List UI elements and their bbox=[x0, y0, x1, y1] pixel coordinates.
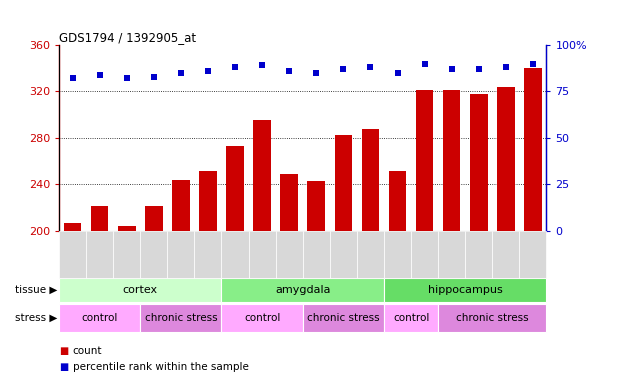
Text: cortex: cortex bbox=[123, 285, 158, 295]
Bar bbox=[384, 304, 438, 332]
Point bbox=[338, 66, 348, 72]
Text: count: count bbox=[73, 346, 102, 355]
Text: chronic stress: chronic stress bbox=[145, 313, 217, 323]
Bar bbox=[438, 304, 546, 332]
Bar bbox=[330, 231, 357, 278]
Bar bbox=[470, 94, 487, 231]
Bar bbox=[411, 231, 438, 278]
Point bbox=[230, 64, 240, 70]
Bar bbox=[276, 231, 302, 278]
Point bbox=[284, 68, 294, 74]
Point bbox=[203, 68, 213, 74]
Bar bbox=[91, 206, 109, 231]
Bar bbox=[281, 174, 298, 231]
Text: ■: ■ bbox=[59, 362, 68, 372]
Bar bbox=[167, 231, 194, 278]
Bar bbox=[59, 231, 86, 278]
Bar bbox=[361, 129, 379, 231]
Bar bbox=[222, 278, 384, 302]
Bar bbox=[416, 90, 433, 231]
Bar bbox=[443, 90, 461, 231]
Bar bbox=[172, 180, 189, 231]
Bar bbox=[357, 231, 384, 278]
Point bbox=[176, 70, 186, 76]
Bar bbox=[86, 231, 113, 278]
Text: control: control bbox=[81, 313, 118, 323]
Bar bbox=[524, 68, 542, 231]
Bar bbox=[497, 87, 515, 231]
Bar bbox=[64, 222, 81, 231]
Bar bbox=[222, 304, 302, 332]
Point bbox=[68, 75, 78, 81]
Bar bbox=[113, 231, 140, 278]
Text: amygdala: amygdala bbox=[275, 285, 330, 295]
Point bbox=[474, 66, 484, 72]
Bar bbox=[248, 231, 276, 278]
Point bbox=[392, 70, 402, 76]
Point bbox=[311, 70, 321, 76]
Bar bbox=[389, 171, 406, 231]
Bar bbox=[307, 181, 325, 231]
Text: GDS1794 / 1392905_at: GDS1794 / 1392905_at bbox=[59, 31, 196, 44]
Point bbox=[501, 64, 511, 70]
Text: control: control bbox=[393, 313, 429, 323]
Bar bbox=[222, 231, 248, 278]
Point bbox=[528, 60, 538, 67]
Bar bbox=[465, 231, 492, 278]
Bar bbox=[140, 304, 222, 332]
Bar bbox=[59, 278, 222, 302]
Text: percentile rank within the sample: percentile rank within the sample bbox=[73, 362, 248, 372]
Point bbox=[122, 75, 132, 81]
Text: ■: ■ bbox=[59, 346, 68, 355]
Text: tissue ▶: tissue ▶ bbox=[16, 285, 58, 295]
Bar bbox=[384, 231, 411, 278]
Bar bbox=[302, 304, 384, 332]
Bar bbox=[384, 278, 546, 302]
Bar bbox=[59, 304, 140, 332]
Point bbox=[420, 60, 430, 67]
Point bbox=[366, 64, 376, 70]
Point bbox=[446, 66, 456, 72]
Bar bbox=[335, 135, 352, 231]
Point bbox=[149, 74, 159, 80]
Text: chronic stress: chronic stress bbox=[456, 313, 528, 323]
Text: stress ▶: stress ▶ bbox=[16, 313, 58, 323]
Bar bbox=[118, 226, 135, 231]
Bar bbox=[226, 146, 244, 231]
Bar bbox=[438, 231, 465, 278]
Bar bbox=[302, 231, 330, 278]
Bar bbox=[145, 206, 163, 231]
Text: hippocampus: hippocampus bbox=[428, 285, 502, 295]
Bar bbox=[140, 231, 167, 278]
Bar bbox=[492, 231, 519, 278]
Text: control: control bbox=[244, 313, 280, 323]
Point bbox=[94, 72, 104, 78]
Bar bbox=[519, 231, 546, 278]
Bar bbox=[194, 231, 222, 278]
Bar bbox=[199, 171, 217, 231]
Point bbox=[257, 62, 267, 68]
Bar bbox=[253, 120, 271, 231]
Text: chronic stress: chronic stress bbox=[307, 313, 379, 323]
